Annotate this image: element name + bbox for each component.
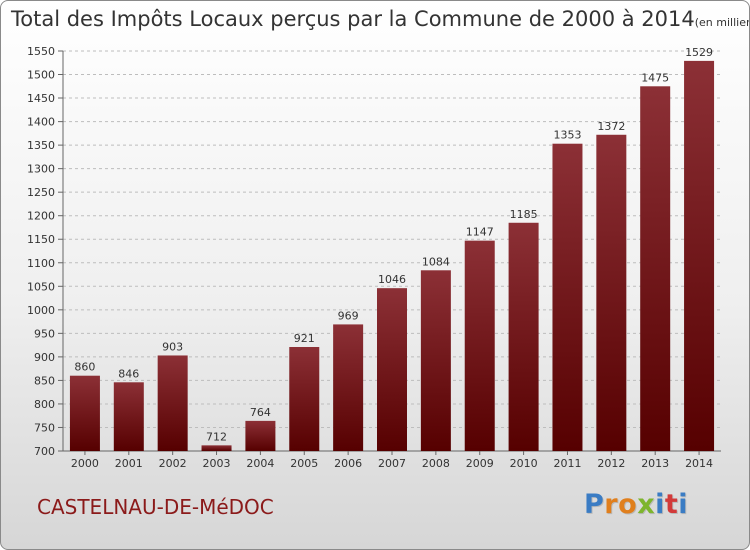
bar <box>640 86 671 451</box>
y-tick-labels: 700 750 800 850 900 950 1000 1050 1100 1150 1200 12… <box>27 45 63 458</box>
data-label: 921 <box>294 332 315 345</box>
title-unit: (en milliers d'€) <box>694 16 749 29</box>
bar <box>464 240 495 451</box>
data-label: 1084 <box>422 255 450 268</box>
bar <box>245 420 276 451</box>
data-label: 1475 <box>641 71 669 84</box>
y-tick-label: 1100 <box>27 257 55 270</box>
y-tick-label: 750 <box>34 421 55 434</box>
bar <box>552 143 583 452</box>
data-label: 969 <box>338 309 359 322</box>
commune-name: CASTELNAU-DE-MéDOC <box>37 495 274 519</box>
data-label: 764 <box>250 406 271 419</box>
y-tick-label: 1050 <box>27 280 55 293</box>
bar <box>508 222 539 451</box>
bar <box>201 445 232 451</box>
x-tick-label: 2010 <box>510 457 538 470</box>
bar <box>420 270 451 451</box>
data-label: 1353 <box>553 129 581 142</box>
bar <box>377 288 407 451</box>
data-label: 1529 <box>685 46 713 59</box>
x-tick-label: 2004 <box>246 457 274 470</box>
x-tick-label: 2001 <box>115 457 143 470</box>
y-tick-label: 1000 <box>27 304 55 317</box>
proxiti-logo: Proxiti <box>584 489 688 520</box>
y-tick-label: 850 <box>34 374 55 387</box>
logo-letter: t <box>664 489 679 520</box>
bar <box>69 375 100 451</box>
y-tick-label: 800 <box>34 398 55 411</box>
x-tick-label: 2013 <box>641 457 669 470</box>
logo-letter: o <box>618 489 638 520</box>
bar <box>333 324 364 451</box>
data-label: 903 <box>162 340 183 353</box>
y-tick-label: 1200 <box>27 210 55 223</box>
logo-letter: r <box>604 489 619 520</box>
y-tick-label: 1400 <box>27 116 55 129</box>
title-main: Total des Impôts Locaux perçus par la Co… <box>11 7 695 31</box>
x-tick-label: 2011 <box>553 457 581 470</box>
data-label: 1046 <box>378 273 406 286</box>
data-label: 1185 <box>510 208 538 221</box>
bar <box>596 134 627 451</box>
x-tick-label: 2006 <box>334 457 362 470</box>
x-tick-label: 2003 <box>203 457 231 470</box>
x-tick-label: 2000 <box>71 457 99 470</box>
y-tick-label: 1500 <box>27 69 55 82</box>
logo-letter: x <box>637 489 656 520</box>
y-tick-label: 1550 <box>27 45 55 58</box>
data-label: 1372 <box>597 120 625 133</box>
bar <box>684 60 715 451</box>
y-tick-label: 950 <box>34 327 55 340</box>
x-tick-label: 2012 <box>597 457 625 470</box>
data-label: 1147 <box>466 226 494 239</box>
x-tick-label: 2005 <box>290 457 318 470</box>
data-label: 860 <box>74 361 95 374</box>
y-tick-label: 1300 <box>27 163 55 176</box>
data-label: 846 <box>118 367 139 380</box>
bar <box>113 382 144 451</box>
y-tick-label: 700 <box>34 445 55 458</box>
x-tick-label: 2008 <box>422 457 450 470</box>
y-tick-label: 1150 <box>27 233 55 246</box>
x-tick-label: 2007 <box>378 457 406 470</box>
bars <box>69 60 715 452</box>
logo-letter: P <box>584 489 605 520</box>
bar <box>157 355 188 451</box>
x-tick-labels: 2000 2001 2002 2003 2004 2005 2006 2007 2008 2009… <box>71 451 713 470</box>
y-tick-label: 1450 <box>27 92 55 105</box>
x-tick-label: 2002 <box>159 457 187 470</box>
logo-letter: i <box>655 489 665 520</box>
logo-letter: i <box>678 489 689 520</box>
chart-title: Total des Impôts Locaux perçus par la Co… <box>11 7 749 31</box>
x-tick-label: 2009 <box>466 457 494 470</box>
x-tick-label: 2014 <box>685 457 713 470</box>
data-label: 712 <box>206 430 227 443</box>
data-labels: 860 846 903 712 764 921 969 1046 1084 1147 1185 135… <box>74 46 713 443</box>
y-tick-label: 900 <box>34 351 55 364</box>
y-tick-label: 1250 <box>27 186 55 199</box>
y-tick-label: 1350 <box>27 139 55 152</box>
bar <box>289 347 320 451</box>
